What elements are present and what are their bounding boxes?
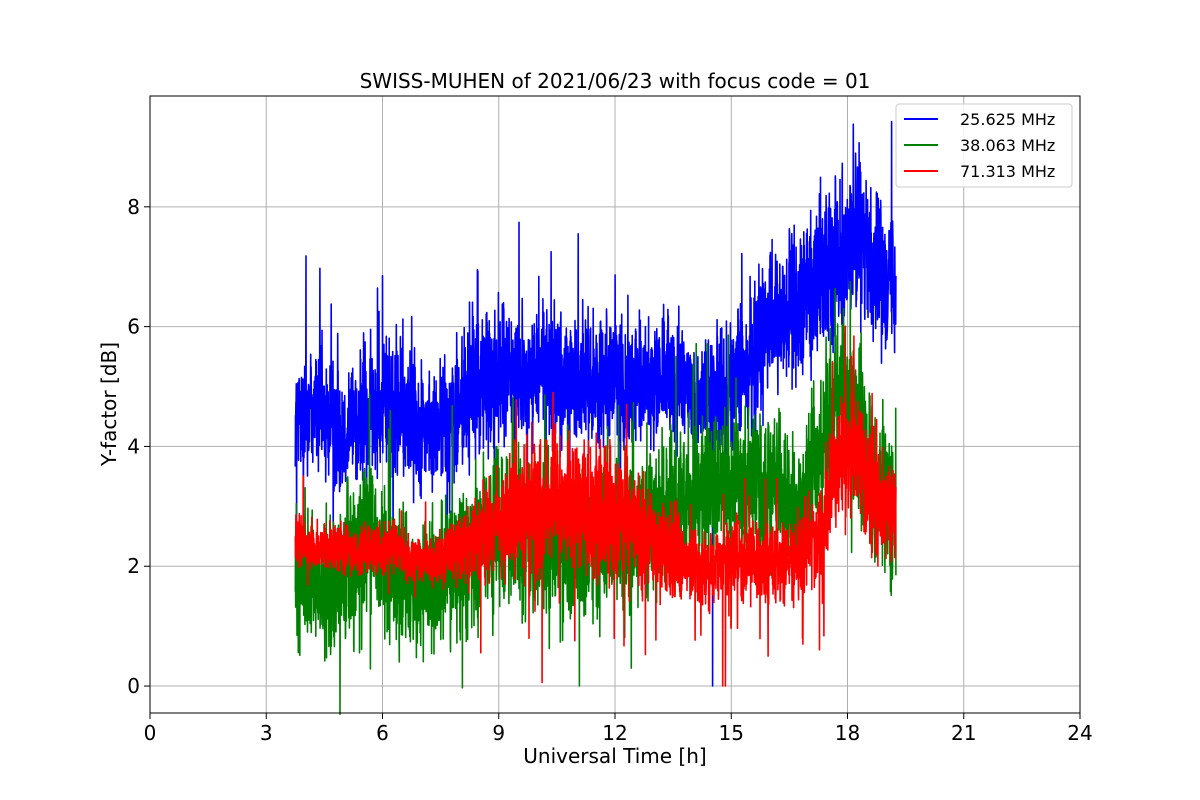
legend-box (895, 103, 1073, 188)
series-line (294, 120, 897, 687)
x-tick-label: 0 (144, 721, 157, 745)
legend: 25.625 MHz 38.063 MHz 71.313 MHz (895, 103, 1073, 188)
x-tick-label: 6 (376, 721, 389, 745)
x-tick-label: 9 (492, 721, 505, 745)
x-tick-label: 15 (719, 721, 744, 745)
series-line (294, 325, 897, 687)
y-tick-label: 6 (127, 315, 140, 339)
x-axis-label: Universal Time [h] (523, 744, 706, 768)
x-tick-label: 3 (260, 721, 273, 745)
chart-title: SWISS-MUHEN of 2021/06/23 with focus cod… (360, 69, 871, 93)
y-tick-label: 4 (127, 434, 140, 458)
x-tick-label: 12 (602, 721, 627, 745)
series-layer (294, 120, 897, 715)
legend-label: 71.313 MHz (960, 162, 1055, 181)
x-tick-label: 21 (951, 721, 976, 745)
legend-label: 25.625 MHz (960, 110, 1055, 129)
legend-label: 38.063 MHz (960, 136, 1055, 155)
x-tick-label: 24 (1067, 721, 1092, 745)
y-tick-label: 2 (127, 554, 140, 578)
y-tick-label: 0 (127, 674, 140, 698)
y-tick-label: 8 (127, 195, 140, 219)
y-axis-label: Y-factor [dB] (97, 342, 121, 467)
x-tick-label: 18 (835, 721, 860, 745)
